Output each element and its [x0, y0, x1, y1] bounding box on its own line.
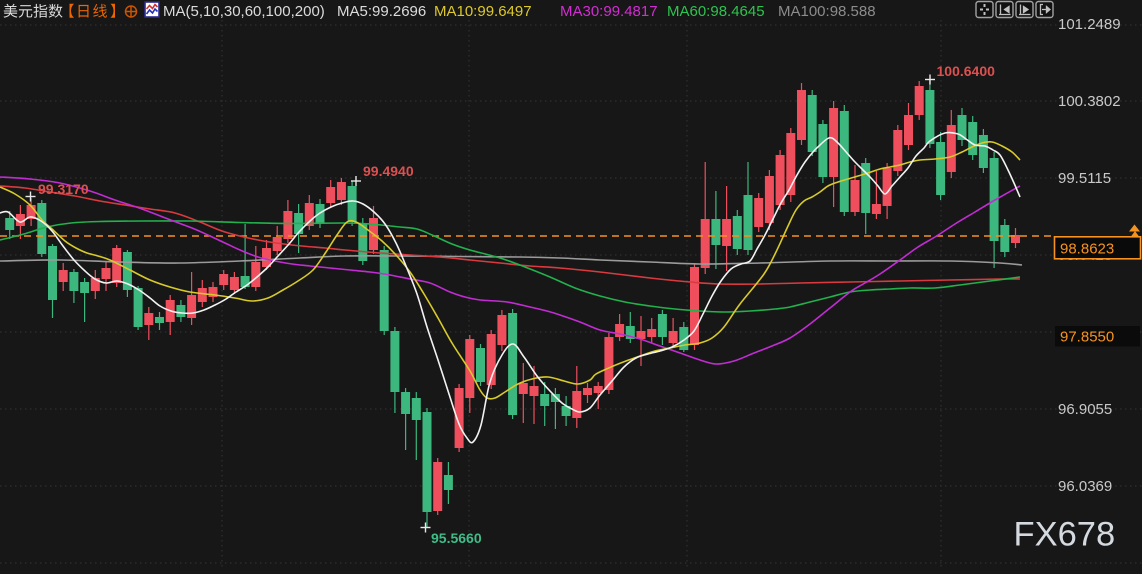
svg-text:MA10:99.6497: MA10:99.6497	[434, 3, 532, 20]
svg-text:MA5:99.2696: MA5:99.2696	[337, 3, 426, 20]
svg-text:100.6400: 100.6400	[937, 63, 996, 79]
svg-text:MA60:98.4645: MA60:98.4645	[667, 3, 765, 20]
svg-text:97.8550: 97.8550	[1060, 329, 1114, 346]
svg-text:95.5660: 95.5660	[431, 530, 482, 546]
svg-text:101.2489: 101.2489	[1058, 16, 1121, 33]
svg-text:99.3170: 99.3170	[38, 181, 89, 197]
svg-text:MA(5,10,30,60,100,200): MA(5,10,30,60,100,200)	[163, 3, 325, 20]
svg-text:99.4940: 99.4940	[363, 163, 414, 179]
svg-text:99.5115: 99.5115	[1058, 170, 1111, 187]
svg-text:MA100:98.588: MA100:98.588	[778, 3, 876, 20]
svg-text:100.3802: 100.3802	[1058, 93, 1121, 110]
svg-text:96.0369: 96.0369	[1058, 478, 1112, 495]
svg-text:MA30:99.4817: MA30:99.4817	[560, 3, 658, 20]
svg-text:98.8623: 98.8623	[1060, 241, 1114, 258]
svg-text:FX678: FX678	[1014, 516, 1116, 554]
svg-text:96.9055: 96.9055	[1058, 401, 1112, 418]
